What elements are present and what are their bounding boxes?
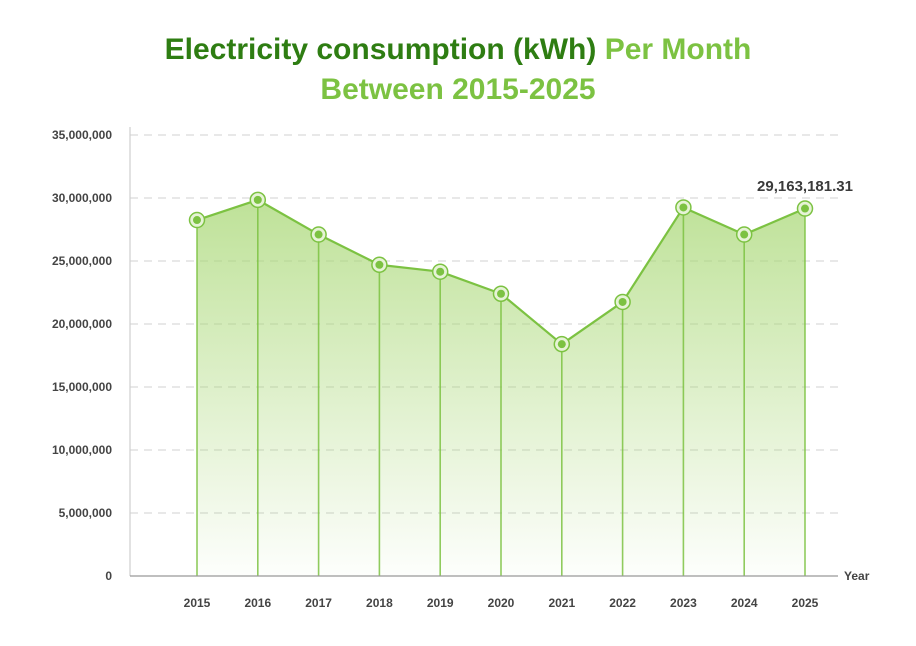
y-tick-label: 35,000,000 (52, 128, 112, 142)
x-axis: Year 2015 2016 2017 2018 2019 2020 2021 2022 2023… (130, 569, 870, 610)
x-tick-label: 2019 (427, 596, 454, 610)
annotations: 29,163,181.31 (757, 178, 853, 195)
chart-title-line2: Between 2015-2025 (320, 73, 596, 106)
data-point-2018 (371, 256, 388, 274)
chart-title-line1: Electricity consumption (kWh) Per Month (0, 30, 916, 70)
x-tick-label: 2021 (548, 596, 575, 610)
x-tick-label: 2015 (184, 596, 211, 610)
data-points (188, 191, 814, 353)
x-tick-label: 2016 (244, 596, 271, 610)
point-dot (679, 203, 688, 212)
point-dot (193, 216, 201, 225)
point-dot (618, 297, 627, 306)
drop-lines (196, 199, 806, 576)
title-part1: Electricity consumption (kWh) (164, 33, 597, 66)
chart-title: Electricity consumption (kWh) Per Month … (0, 30, 916, 110)
x-tick-label: 2017 (305, 596, 332, 610)
data-point-2024 (735, 226, 753, 243)
title-part2: Per Month (604, 33, 752, 66)
data-point-2019 (431, 263, 449, 280)
data-point-2021 (553, 335, 571, 353)
data-point-2015 (188, 211, 206, 229)
y-tick-label: 30,000,000 (52, 191, 112, 205)
y-tick-label: 5,000,000 (59, 506, 113, 520)
x-tick-label: 2025 (792, 596, 819, 610)
point-dot (375, 260, 384, 269)
y-tick-label: 15,000,000 (52, 380, 112, 394)
point-dot (497, 289, 505, 298)
y-tick-label: 10,000,000 (52, 443, 112, 457)
y-axis: 0 5,000,000 10,000,000 15,000,000 20,000,000… (52, 127, 131, 583)
x-tick-label: 2024 (731, 596, 758, 610)
point-dot (253, 195, 262, 204)
value-annotation: 29,163,181.31 (757, 178, 853, 195)
point-dot (314, 230, 323, 239)
y-tick-label: 0 (105, 569, 112, 583)
x-tick-label: 2023 (670, 596, 697, 610)
point-dot (557, 340, 566, 349)
y-tick-label: 20,000,000 (52, 317, 112, 331)
data-point-2020 (492, 285, 510, 303)
x-tick-label: 2018 (366, 596, 393, 610)
data-point-2022 (614, 293, 631, 311)
point-dot (740, 230, 749, 239)
x-axis-label: Year (844, 569, 870, 583)
data-point-2017 (310, 226, 327, 243)
point-dot (801, 204, 809, 213)
x-tick-label: 2020 (488, 596, 515, 610)
data-point-2023 (675, 199, 692, 216)
data-point-2016 (249, 191, 267, 209)
x-tick-label: 2022 (609, 596, 636, 610)
y-tick-label: 25,000,000 (52, 254, 112, 268)
point-dot (436, 267, 445, 276)
data-point-2025 (796, 200, 814, 217)
